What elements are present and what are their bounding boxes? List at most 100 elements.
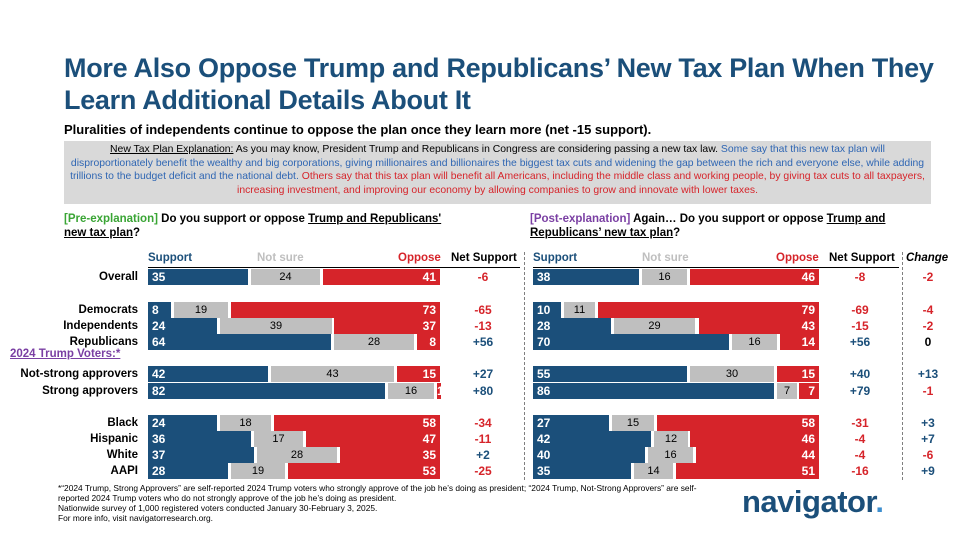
post-net-support-value: -31 <box>851 416 869 430</box>
post-question-tag: [Post-explanation] <box>530 213 631 225</box>
pre-not-sure-segment: 24 <box>251 269 320 285</box>
post-support-segment: 40 <box>533 447 645 463</box>
pre-oppose-header: Oppose <box>398 252 441 264</box>
post-oppose-segment: 7 <box>799 383 819 399</box>
post-net-support-value: +40 <box>849 367 871 381</box>
pre-net-support-value: -11 <box>474 432 492 446</box>
post-oppose-segment: 51 <box>676 463 819 479</box>
navigator-logo: navigator. <box>742 484 884 520</box>
post-support-segment: 35 <box>533 463 631 479</box>
post-support-segment: 10 <box>533 302 561 318</box>
explanation-box: New Tax Plan Explanation: As you may kno… <box>64 141 931 204</box>
pre-question-end: ? <box>133 227 141 239</box>
pre-net-support-value: +27 <box>472 367 494 381</box>
pre-support-segment: 37 <box>148 447 254 463</box>
trump-voters-label: 2024 Trump Voters:* <box>10 348 121 360</box>
pre-not-sure-segment: 28 <box>257 447 337 463</box>
pre-net-support-value: +56 <box>472 335 494 349</box>
pre-net-support-value: -6 <box>477 270 489 284</box>
divider-right <box>902 252 903 480</box>
logo-dot: . <box>875 484 884 519</box>
page-subtitle: Pluralities of independents continue to … <box>64 122 652 137</box>
pre-not-sure-segment: 16 <box>388 383 434 399</box>
row-label: Overall <box>99 271 138 283</box>
post-question-underlined: Trump and Republicans’ new tax plan <box>530 213 886 239</box>
post-question-text: Again… Do you support or oppose <box>630 213 827 225</box>
post-not-sure-segment: 15 <box>612 415 654 431</box>
change-value: +13 <box>917 367 939 381</box>
pre-oppose-segment: 1 <box>437 383 444 399</box>
post-net-support-value: -69 <box>851 303 869 317</box>
row-label: Independents <box>63 320 138 332</box>
post-oppose-segment: 15 <box>777 366 819 382</box>
post-support-segment: 86 <box>533 383 774 399</box>
pre-question: [Pre-explanation] Do you support or oppo… <box>64 212 454 240</box>
pre-question-underlined: Trump and Republicans' new tax plan <box>64 213 442 239</box>
pre-question-text: Do you support or oppose <box>157 213 309 225</box>
pre-support-header: Support <box>148 252 193 264</box>
row-label: Hispanic <box>90 433 138 445</box>
pre-support-segment: 28 <box>148 463 228 479</box>
change-value: 0 <box>924 335 932 349</box>
post-not-sure-segment: 11 <box>564 302 595 318</box>
pre-support-segment: 42 <box>148 366 268 382</box>
change-value: -2 <box>922 319 934 333</box>
pre-not-sure-segment: 19 <box>174 302 228 318</box>
pre-net-header: Net Support <box>451 252 517 264</box>
post-header-rule <box>533 267 899 268</box>
change-value: +7 <box>921 432 935 446</box>
pre-not-sure-segment: 17 <box>254 431 303 447</box>
post-net-header: Net Support <box>829 252 895 264</box>
change-value: -4 <box>922 303 934 317</box>
pre-support-segment: 36 <box>148 431 251 447</box>
post-oppose-segment: 46 <box>690 431 819 447</box>
post-net-support-value: -16 <box>851 464 869 478</box>
post-question-end: ? <box>673 227 681 239</box>
row-label: Not-strong approvers <box>20 368 138 380</box>
post-net-support-value: -15 <box>851 319 869 333</box>
post-not-sure-segment: 30 <box>690 366 774 382</box>
row-label: White <box>106 449 138 461</box>
post-oppose-segment: 58 <box>657 415 819 431</box>
row-label: Strong approvers <box>42 385 138 397</box>
post-not-sure-segment: 7 <box>777 383 797 399</box>
pre-oppose-segment: 41 <box>323 269 440 285</box>
pre-not-sure-segment: 43 <box>271 366 394 382</box>
post-question: [Post-explanation] Again… Do you support… <box>530 212 930 240</box>
pre-support-segment: 8 <box>148 302 171 318</box>
footnote: *“2024 Trump, Strong Approvers” are self… <box>58 483 698 523</box>
pre-question-tag: [Pre-explanation] <box>64 213 158 225</box>
post-not-sure-segment: 16 <box>642 269 687 285</box>
post-support-segment: 70 <box>533 334 729 350</box>
page-title: More Also Oppose Trump and Republicans’ … <box>64 53 934 115</box>
change-value: +9 <box>921 464 935 478</box>
post-support-segment: 38 <box>533 269 639 285</box>
row-label: AAPI <box>110 465 138 477</box>
explanation-lead: New Tax Plan Explanation: <box>110 144 234 155</box>
post-net-support-value: +79 <box>849 384 871 398</box>
post-oppose-segment: 79 <box>598 302 819 318</box>
change-header: Change <box>906 252 949 264</box>
post-support-segment: 28 <box>533 318 611 334</box>
post-oppose-segment: 44 <box>696 447 819 463</box>
post-net-support-value: -4 <box>854 432 866 446</box>
post-net-support-value: +56 <box>849 335 871 349</box>
divider-left <box>524 252 525 480</box>
post-oppose-segment: 46 <box>690 269 819 285</box>
pre-net-support-value: +2 <box>476 448 490 462</box>
post-not-sure-segment: 12 <box>654 431 688 447</box>
pre-oppose-segment: 47 <box>306 431 440 447</box>
post-not-sure-segment: 14 <box>634 463 673 479</box>
pre-support-segment: 64 <box>148 334 331 350</box>
footnote-more-info: For more info, visit navigatorresearch.o… <box>58 513 213 523</box>
pre-header-rule <box>148 267 520 268</box>
post-oppose-header: Oppose <box>776 252 819 264</box>
pre-oppose-segment: 73 <box>231 302 440 318</box>
pre-support-segment: 24 <box>148 318 217 334</box>
pre-net-support-value: -25 <box>474 464 492 478</box>
pre-oppose-segment: 58 <box>274 415 440 431</box>
change-value: -1 <box>922 384 934 398</box>
footnote-definitions: *“2024 Trump, Strong Approvers” are self… <box>58 483 697 503</box>
post-support-header: Support <box>533 252 578 264</box>
pre-support-segment: 24 <box>148 415 217 431</box>
